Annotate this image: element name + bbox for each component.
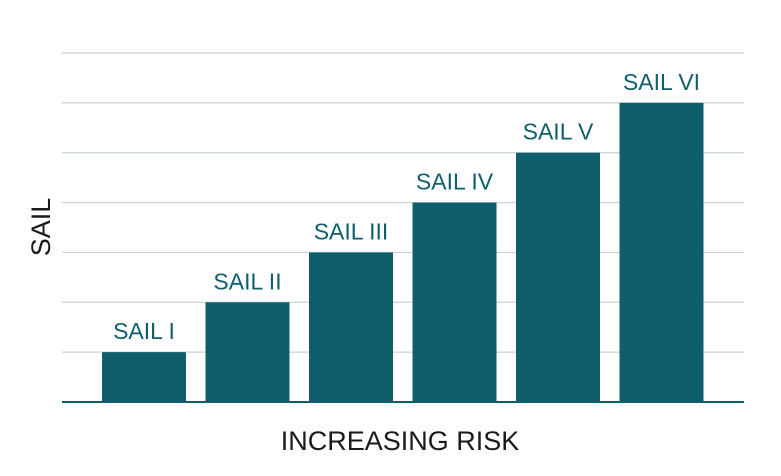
bar-4 <box>412 202 497 402</box>
bar-label-1: SAIL I <box>113 318 175 344</box>
x-axis-title: INCREASING RISK <box>281 426 520 456</box>
y-axis-title: SAIL <box>26 198 56 257</box>
bar-6 <box>619 102 704 402</box>
bar-2 <box>205 302 290 402</box>
bar-5 <box>516 152 600 402</box>
bar-3 <box>309 252 393 402</box>
bars <box>102 102 704 402</box>
bar-label-4: SAIL IV <box>416 169 494 195</box>
bar-label-5: SAIL V <box>523 119 594 145</box>
gridlines <box>62 52 744 353</box>
bar-label-2: SAIL II <box>213 268 281 294</box>
bar-label-3: SAIL III <box>314 218 389 244</box>
bar-labels: SAIL I SAIL II SAIL III SAIL IV SAIL V SAIL V… <box>113 69 700 344</box>
bar-label-6: SAIL VI <box>623 69 700 95</box>
bar-1 <box>102 352 186 402</box>
